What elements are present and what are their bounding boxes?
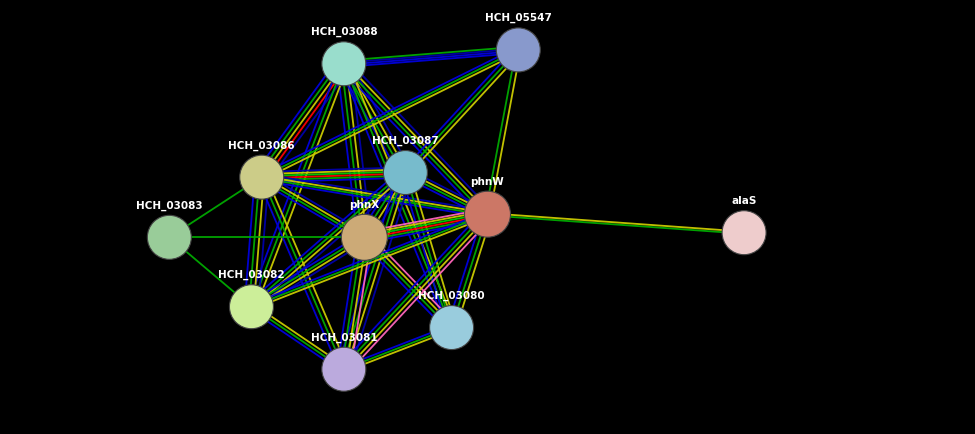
Text: phnX: phnX xyxy=(349,199,379,209)
Ellipse shape xyxy=(229,285,273,329)
Text: HCH_03086: HCH_03086 xyxy=(228,140,295,150)
Ellipse shape xyxy=(341,215,387,261)
Text: HCH_05547: HCH_05547 xyxy=(485,13,552,23)
Text: HCH_03087: HCH_03087 xyxy=(372,135,439,146)
Ellipse shape xyxy=(240,156,284,200)
Text: HCH_03080: HCH_03080 xyxy=(418,290,485,300)
Ellipse shape xyxy=(383,151,427,195)
Text: HCH_03083: HCH_03083 xyxy=(136,200,203,210)
Ellipse shape xyxy=(322,347,366,391)
Ellipse shape xyxy=(464,192,511,238)
Ellipse shape xyxy=(322,43,366,87)
Text: HCH_03081: HCH_03081 xyxy=(310,332,377,342)
Ellipse shape xyxy=(430,306,474,350)
Ellipse shape xyxy=(496,29,540,73)
Ellipse shape xyxy=(147,216,191,260)
Text: alaS: alaS xyxy=(731,196,757,206)
Ellipse shape xyxy=(722,211,766,255)
Text: HCH_03088: HCH_03088 xyxy=(310,27,377,37)
Text: HCH_03082: HCH_03082 xyxy=(218,270,285,279)
Text: phnW: phnW xyxy=(471,176,504,186)
